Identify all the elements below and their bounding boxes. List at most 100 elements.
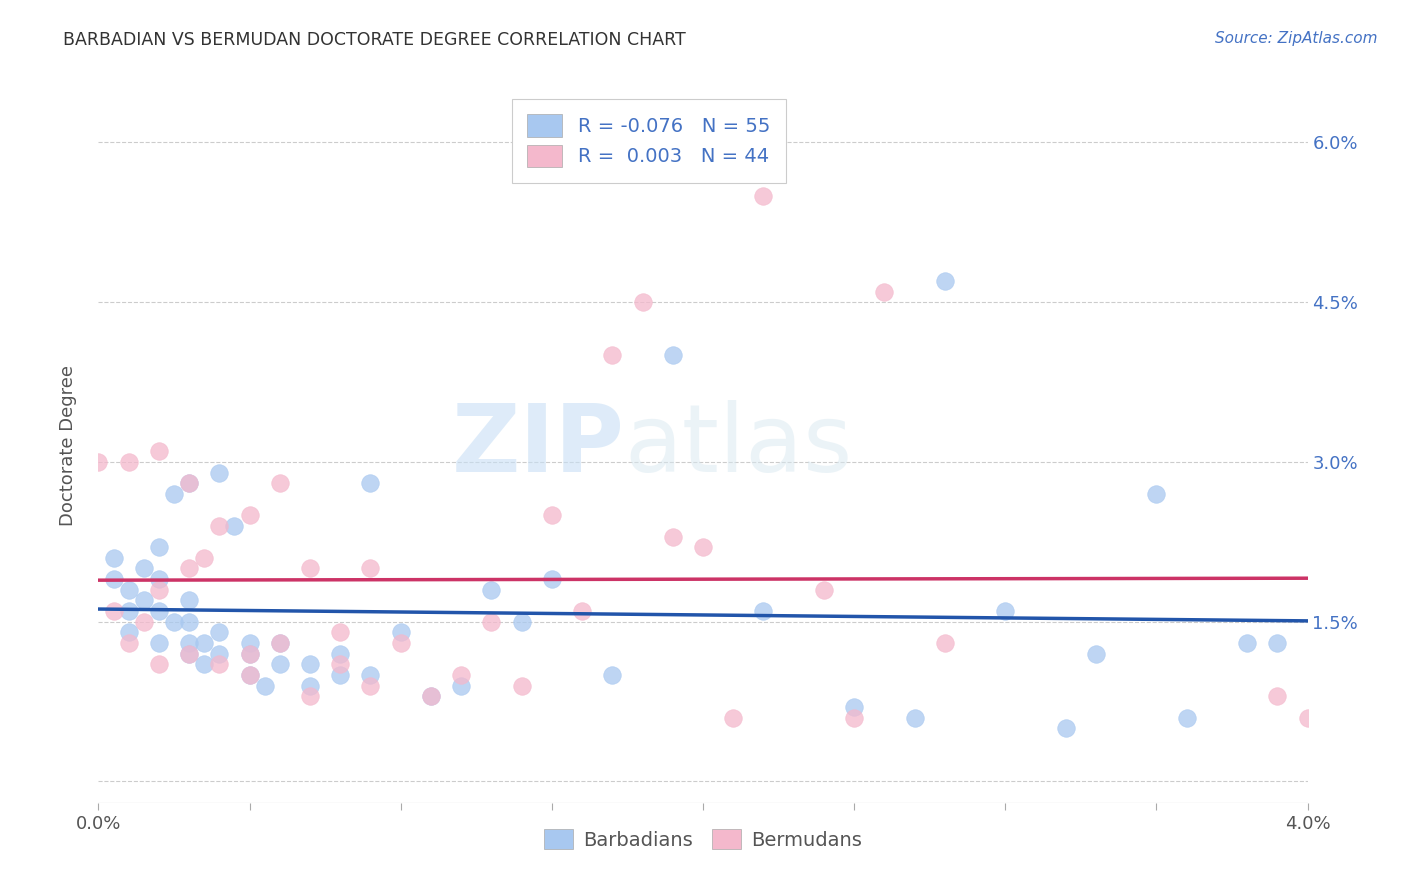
- Point: [118, 604, 141, 618]
- Point: [179, 593, 201, 607]
- Point: [510, 679, 533, 693]
- Point: [540, 572, 562, 586]
- Point: [148, 572, 170, 586]
- Point: [571, 604, 593, 618]
- Point: [1267, 690, 1289, 704]
- Point: [148, 604, 170, 618]
- Point: [269, 636, 291, 650]
- Point: [420, 690, 443, 704]
- Point: [148, 540, 170, 554]
- Point: [844, 710, 866, 724]
- Point: [208, 519, 231, 533]
- Point: [389, 625, 412, 640]
- Point: [148, 444, 170, 458]
- Point: [239, 636, 262, 650]
- Point: [904, 710, 927, 724]
- Point: [87, 455, 110, 469]
- Point: [193, 657, 215, 672]
- Point: [208, 647, 231, 661]
- Point: [118, 625, 141, 640]
- Text: atlas: atlas: [624, 400, 852, 492]
- Point: [450, 668, 472, 682]
- Point: [224, 519, 246, 533]
- Point: [208, 625, 231, 640]
- Point: [269, 657, 291, 672]
- Point: [299, 657, 322, 672]
- Point: [602, 668, 624, 682]
- Point: [103, 604, 125, 618]
- Point: [208, 466, 231, 480]
- Text: Source: ZipAtlas.com: Source: ZipAtlas.com: [1215, 31, 1378, 46]
- Point: [329, 625, 352, 640]
- Point: [148, 582, 170, 597]
- Point: [844, 700, 866, 714]
- Point: [1236, 636, 1258, 650]
- Point: [752, 604, 775, 618]
- Point: [118, 636, 141, 650]
- Point: [1146, 487, 1168, 501]
- Point: [179, 636, 201, 650]
- Point: [631, 295, 654, 310]
- Point: [934, 274, 956, 288]
- Y-axis label: Doctorate Degree: Doctorate Degree: [59, 366, 77, 526]
- Point: [132, 593, 155, 607]
- Point: [1267, 636, 1289, 650]
- Point: [934, 636, 956, 650]
- Point: [299, 561, 322, 575]
- Point: [239, 647, 262, 661]
- Point: [873, 285, 896, 299]
- Point: [148, 636, 170, 650]
- Point: [329, 657, 352, 672]
- Point: [299, 679, 322, 693]
- Point: [163, 487, 186, 501]
- Point: [179, 561, 201, 575]
- Point: [118, 455, 141, 469]
- Point: [269, 476, 291, 491]
- Point: [510, 615, 533, 629]
- Point: [360, 561, 382, 575]
- Point: [179, 476, 201, 491]
- Point: [481, 582, 503, 597]
- Point: [163, 615, 186, 629]
- Point: [813, 582, 835, 597]
- Point: [450, 679, 472, 693]
- Point: [329, 647, 352, 661]
- Point: [329, 668, 352, 682]
- Point: [752, 188, 775, 202]
- Point: [193, 550, 215, 565]
- Point: [179, 647, 201, 661]
- Point: [132, 615, 155, 629]
- Point: [1054, 721, 1077, 735]
- Point: [1085, 647, 1108, 661]
- Point: [208, 657, 231, 672]
- Point: [360, 679, 382, 693]
- Point: [1296, 710, 1319, 724]
- Point: [1175, 710, 1198, 724]
- Point: [239, 668, 262, 682]
- Text: BARBADIAN VS BERMUDAN DOCTORATE DEGREE CORRELATION CHART: BARBADIAN VS BERMUDAN DOCTORATE DEGREE C…: [63, 31, 686, 49]
- Point: [692, 540, 714, 554]
- Point: [481, 615, 503, 629]
- Point: [602, 349, 624, 363]
- Point: [269, 636, 291, 650]
- Point: [179, 476, 201, 491]
- Point: [118, 582, 141, 597]
- Point: [420, 690, 443, 704]
- Point: [132, 561, 155, 575]
- Point: [103, 572, 125, 586]
- Point: [239, 508, 262, 523]
- Point: [994, 604, 1017, 618]
- Point: [253, 679, 276, 693]
- Text: ZIP: ZIP: [451, 400, 624, 492]
- Point: [360, 476, 382, 491]
- Point: [540, 508, 562, 523]
- Point: [148, 657, 170, 672]
- Point: [299, 690, 322, 704]
- Point: [193, 636, 215, 650]
- Point: [661, 349, 683, 363]
- Point: [179, 647, 201, 661]
- Point: [239, 668, 262, 682]
- Point: [179, 615, 201, 629]
- Point: [360, 668, 382, 682]
- Point: [239, 647, 262, 661]
